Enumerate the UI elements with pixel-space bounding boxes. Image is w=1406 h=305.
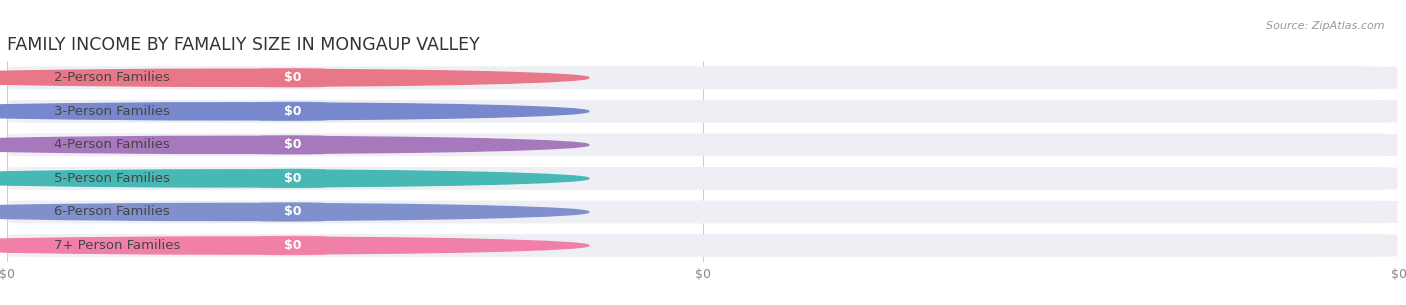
- FancyBboxPatch shape: [8, 134, 1398, 156]
- Text: $0: $0: [284, 138, 301, 151]
- Text: $0: $0: [284, 206, 301, 218]
- FancyBboxPatch shape: [10, 135, 253, 155]
- FancyBboxPatch shape: [259, 135, 326, 155]
- Text: 3-Person Families: 3-Person Families: [55, 105, 170, 118]
- Text: 2-Person Families: 2-Person Families: [55, 71, 170, 84]
- Text: 5-Person Families: 5-Person Families: [55, 172, 170, 185]
- Circle shape: [0, 237, 589, 254]
- FancyBboxPatch shape: [8, 234, 1398, 257]
- FancyBboxPatch shape: [8, 66, 1398, 89]
- Text: 4-Person Families: 4-Person Families: [55, 138, 170, 151]
- FancyBboxPatch shape: [259, 68, 326, 88]
- Text: $0: $0: [284, 105, 301, 118]
- Text: Source: ZipAtlas.com: Source: ZipAtlas.com: [1267, 21, 1385, 31]
- FancyBboxPatch shape: [259, 102, 326, 121]
- FancyBboxPatch shape: [8, 100, 1398, 123]
- FancyBboxPatch shape: [259, 202, 326, 222]
- Circle shape: [0, 136, 589, 153]
- Text: 7+ Person Families: 7+ Person Families: [55, 239, 181, 252]
- FancyBboxPatch shape: [10, 68, 253, 88]
- Circle shape: [0, 170, 589, 187]
- FancyBboxPatch shape: [259, 236, 326, 255]
- Text: $0: $0: [284, 239, 301, 252]
- FancyBboxPatch shape: [10, 202, 253, 222]
- Text: FAMILY INCOME BY FAMALIY SIZE IN MONGAUP VALLEY: FAMILY INCOME BY FAMALIY SIZE IN MONGAUP…: [7, 36, 479, 54]
- FancyBboxPatch shape: [8, 201, 1398, 223]
- Text: 6-Person Families: 6-Person Families: [55, 206, 170, 218]
- Text: $0: $0: [284, 172, 301, 185]
- Text: $0: $0: [284, 71, 301, 84]
- FancyBboxPatch shape: [10, 101, 253, 121]
- FancyBboxPatch shape: [10, 235, 253, 256]
- FancyBboxPatch shape: [259, 169, 326, 188]
- Circle shape: [0, 69, 589, 86]
- Circle shape: [0, 103, 589, 120]
- Circle shape: [0, 203, 589, 221]
- FancyBboxPatch shape: [10, 168, 253, 188]
- FancyBboxPatch shape: [8, 167, 1398, 190]
